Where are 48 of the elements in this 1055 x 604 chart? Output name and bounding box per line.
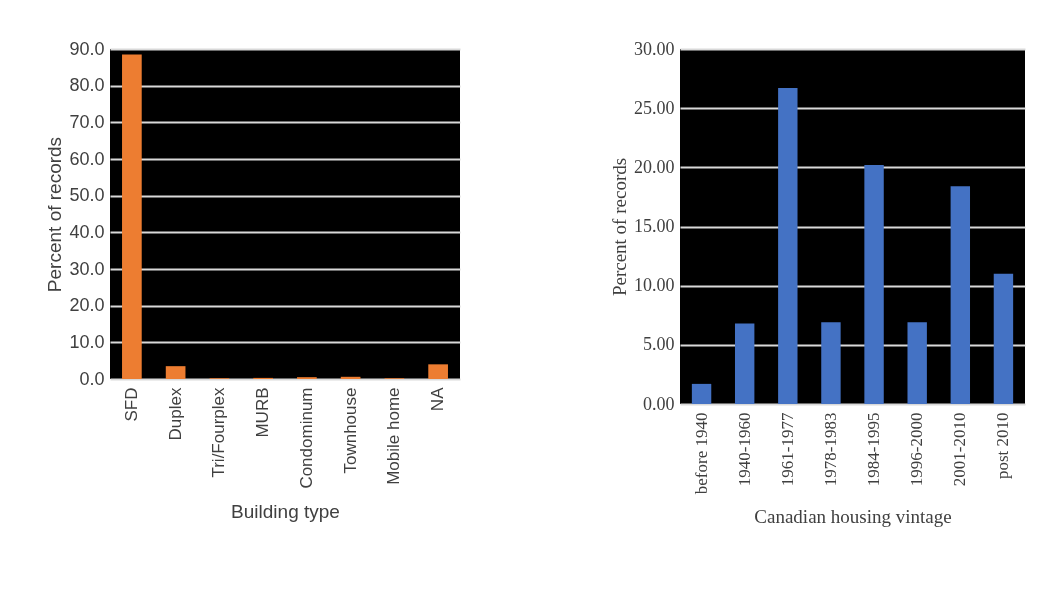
y-tick-label: 50.0 (69, 185, 105, 206)
x-tick-label: Mobile home (384, 387, 404, 485)
y-tick-label: 60.0 (69, 148, 105, 169)
bar (122, 54, 142, 379)
y-tick-label: 80.0 (69, 75, 105, 96)
y-tick-label: 40.0 (69, 221, 105, 242)
y-tick-label: 25.00 (634, 97, 675, 118)
x-tick-label: 1978-1983 (820, 412, 840, 487)
x-tick-label: Condominum (296, 387, 316, 489)
x-tick-label: 2001-2010 (950, 412, 970, 487)
bar (907, 322, 927, 404)
y-axis-title: Percent of records (609, 157, 630, 297)
x-tick-label: 1961-1977 (777, 412, 797, 487)
x-tick-label: post 2010 (993, 412, 1013, 480)
bar (734, 323, 755, 404)
bar (691, 383, 712, 404)
x-tick-label: SFD (121, 387, 141, 422)
x-tick-label: 1984-1995 (864, 412, 884, 487)
bar (165, 366, 186, 379)
bar (428, 364, 448, 379)
bar (821, 322, 841, 404)
x-tick-label: Duplex (165, 387, 185, 441)
bar (864, 164, 884, 404)
y-axis-title: Percent of records (44, 136, 66, 293)
y-tick-label: 30.0 (69, 258, 105, 279)
y-tick-label: 0.0 (79, 368, 105, 389)
y-tick-label: 20.0 (69, 295, 105, 316)
x-tick-label: MURB (253, 387, 273, 438)
y-tick-label: 20.00 (634, 156, 675, 177)
y-tick-label: 15.00 (634, 216, 675, 236)
y-tick-label: 10.0 (69, 331, 105, 352)
x-tick-label: 1996-2000 (907, 412, 927, 487)
x-tick-label: Tri/Fourplex (209, 387, 229, 478)
x-tick-label: before 1940 (691, 412, 711, 495)
x-tick-label: NA (428, 386, 448, 412)
y-tick-label: 70.0 (69, 111, 105, 132)
bar (993, 273, 1014, 404)
bar (778, 88, 798, 404)
x-tick-label: 1940-1960 (734, 412, 754, 487)
bar (950, 186, 971, 404)
y-tick-label: 10.00 (634, 275, 675, 296)
x-tick-label: Townhouse (340, 387, 360, 474)
x-axis-title: Building type (231, 500, 340, 522)
y-tick-label: 30.00 (634, 38, 675, 59)
y-tick-label: 0.00 (643, 393, 675, 414)
y-tick-label: 90.0 (69, 38, 105, 59)
x-axis-title: Canadian housing vintage (754, 506, 952, 528)
y-tick-label: 5.00 (643, 334, 675, 355)
